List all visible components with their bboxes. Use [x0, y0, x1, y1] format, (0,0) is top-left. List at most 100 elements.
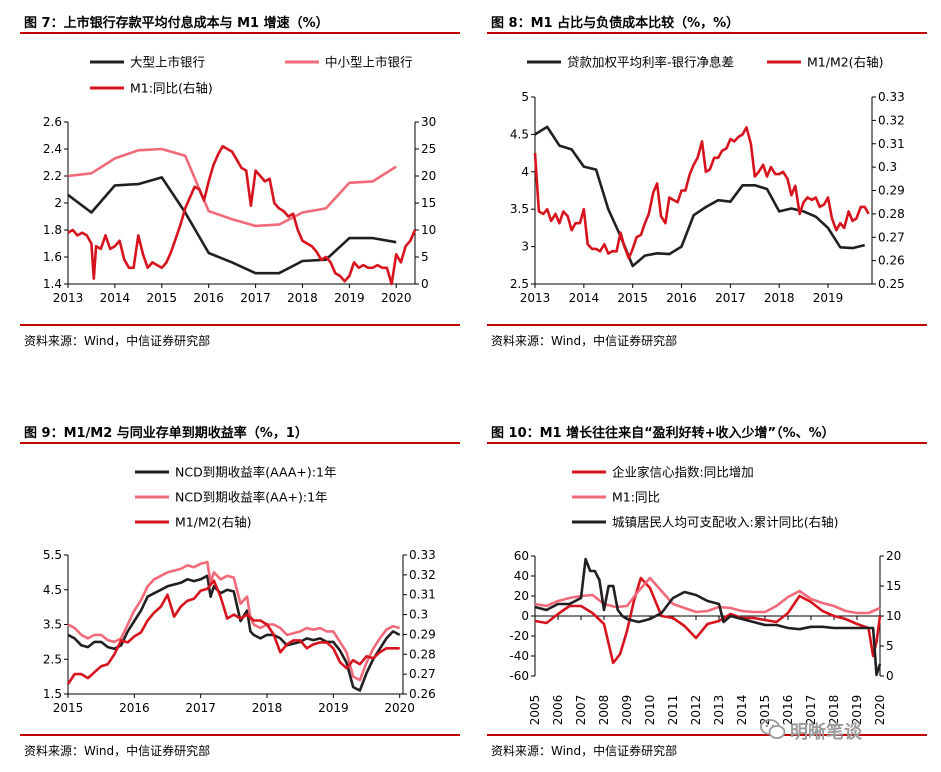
y-tick-label: 4	[521, 165, 529, 179]
y2-tick-label: 15	[421, 196, 436, 210]
y-tick-label: 1.4	[43, 277, 62, 291]
chart-panel-fig7: 图 7：上市银行存款平均付息成本与 M1 增速（%） 1.4 1.6 1.8 2 2.2…	[20, 10, 460, 355]
source-note: 资料来源：Wind，中信证券研究部	[24, 334, 211, 348]
series-line-1	[533, 126, 870, 260]
x-tick-label: 2014	[100, 291, 131, 305]
series-line-2	[534, 557, 882, 677]
x-tick-label: 2018	[252, 701, 283, 715]
legend-label: M1:同比(右轴)	[130, 81, 213, 96]
y-tick-label: 5.5	[43, 548, 62, 562]
y2-tick-label: 5	[886, 639, 894, 653]
series-line-0	[67, 574, 401, 692]
chart-plot: 1.4 1.6 1.8 2 2.2 2.4 2.6 0 5 10 15 20 25 30 2013 2014 2…	[43, 55, 436, 306]
y2-tick-label: 0.26	[409, 687, 436, 701]
title-rule	[487, 442, 927, 444]
x-tick-label: 2007	[574, 695, 588, 726]
legend-label: 企业家信心指数:同比增加	[612, 465, 754, 480]
x-tick-label: 2017	[804, 695, 818, 726]
y-tick-label: 1.6	[43, 250, 62, 264]
y2-tick-label: 15	[886, 579, 901, 593]
y-tick-label: 2	[54, 196, 62, 210]
y2-tick-label: 0.28	[878, 207, 905, 221]
x-tick-label: 2009	[620, 695, 634, 726]
source-rule	[487, 734, 927, 736]
chart-plot: 2.5 3 3.5 4 4.5 5 0.25 0.26 0.27 0.28 0.29 0.3 0.31 0…	[510, 55, 905, 306]
y2-tick-label: 0.26	[878, 254, 905, 268]
chart-panel-fig8: 图 8：M1 占比与负债成本比较（%，%） 2.5 3 3.5 4 4.5 5 0.25 0.…	[487, 10, 927, 355]
series-line-0	[67, 176, 397, 275]
chart-title: 图 7：上市银行存款平均付息成本与 M1 增速（%）	[24, 16, 329, 31]
y2-tick-label: 0.32	[409, 568, 436, 582]
wechat-icon	[760, 719, 786, 739]
x-tick-label: 2020	[384, 701, 415, 715]
source-note: 资料来源：Wind，中信证券研究部	[491, 334, 678, 348]
x-tick-label: 2018	[764, 291, 795, 305]
y-tick-label: 3	[521, 240, 529, 254]
x-tick-label: 2012	[689, 695, 703, 726]
y-tick-label: 5	[521, 90, 529, 104]
y-tick-label: 2.5	[510, 277, 529, 291]
y-tick-label: 20	[514, 589, 529, 603]
y2-tick-label: 10	[421, 223, 436, 237]
source-note: 资料来源：Wind，中信证券研究部	[491, 744, 678, 758]
x-tick-label: 2013	[520, 291, 551, 305]
series-line-2	[66, 579, 400, 685]
x-tick-label: 2015	[147, 291, 178, 305]
x-tick-label: 2011	[666, 695, 680, 726]
x-tick-label: 2017	[240, 291, 271, 305]
y2-tick-label: 10	[886, 609, 901, 623]
x-tick-label: 2020	[381, 291, 412, 305]
source-note: 资料来源：Wind，中信证券研究部	[24, 744, 211, 758]
legend-label: 大型上市银行	[130, 55, 205, 70]
y-tick-label: 2.2	[43, 169, 62, 183]
source-rule	[20, 734, 460, 736]
y-tick-label: -60	[509, 669, 529, 683]
y2-tick-label: 0.27	[409, 667, 436, 681]
legend-label: NCD到期收益率(AAA+):1年	[175, 465, 336, 480]
y2-tick-label: 25	[421, 142, 436, 156]
series-line-1	[534, 576, 881, 615]
series-line-0	[534, 576, 882, 665]
watermark: 明晰笔谈	[790, 722, 862, 743]
source-rule	[487, 324, 927, 326]
x-tick-label: 2018	[827, 695, 841, 726]
y2-tick-label: 0.3	[409, 608, 428, 622]
y2-tick-label: 0.33	[409, 548, 436, 562]
legend-label: NCD到期收益率(AA+):1年	[175, 490, 328, 505]
y2-tick-label: 0	[886, 669, 894, 683]
x-tick-label: 2010	[643, 695, 657, 726]
x-tick-label: 2005	[528, 695, 542, 726]
x-tick-label: 2017	[185, 701, 216, 715]
y2-tick-label: 0.25	[878, 277, 905, 291]
series-line-2	[67, 145, 417, 286]
chart-plot: 1.5 2.5 3.5 4.5 5.5 0.26 0.27 0.28 0.29 0.3 0.31 0.…	[43, 465, 436, 716]
y-tick-label: 2.5	[43, 652, 62, 666]
chart-title: 图 10：M1 增长往往来自“盈利好转+收入少增”（%、%）	[491, 426, 835, 441]
x-tick-label: 2016	[781, 695, 795, 726]
x-tick-label: 2014	[569, 291, 600, 305]
chart-panel-fig9: 图 9：M1/M2 与同业存单到期收益率（%，1） 1.5 2.5 3.5 4.5 5.…	[20, 420, 460, 765]
chart-panel-fig10: 图 10：M1 增长往往来自“盈利好转+收入少增”（%、%） -60 -40 -20…	[487, 420, 927, 765]
x-tick-label: 2020	[873, 695, 887, 726]
y-tick-label: 4.5	[510, 127, 529, 141]
y-tick-label: 2.6	[43, 115, 62, 129]
y2-tick-label: 5	[421, 250, 429, 264]
x-tick-label: 2019	[850, 695, 864, 726]
y2-tick-label: 0.31	[878, 137, 905, 151]
x-tick-label: 2016	[193, 291, 224, 305]
x-tick-label: 2016	[119, 701, 150, 715]
x-tick-label: 2019	[318, 701, 349, 715]
y2-tick-label: 0.27	[878, 230, 905, 244]
x-tick-label: 2016	[666, 291, 697, 305]
x-tick-label: 2014	[735, 695, 749, 726]
x-tick-label: 2019	[334, 291, 365, 305]
y2-tick-label: 20	[421, 169, 436, 183]
x-tick-label: 2006	[551, 695, 565, 726]
source-rule	[20, 324, 460, 326]
x-tick-label: 2013	[53, 291, 84, 305]
y-tick-label: 1.5	[43, 687, 62, 701]
chart-title: 图 8：M1 占比与负债成本比较（%，%）	[491, 16, 740, 31]
legend-label: 中小型上市银行	[325, 55, 413, 70]
x-tick-label: 2015	[53, 701, 84, 715]
series-line-0	[534, 125, 866, 268]
